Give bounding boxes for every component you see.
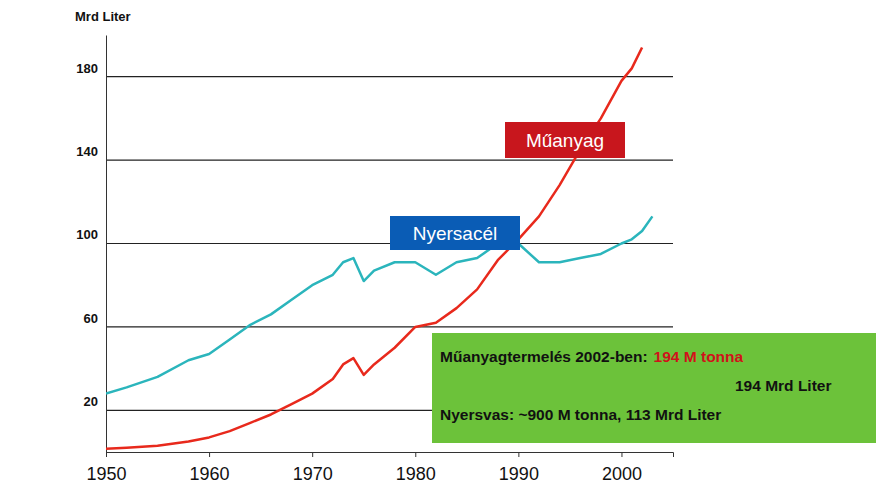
x-tick-mark — [621, 452, 622, 457]
legend-item: Műanyag — [505, 122, 625, 158]
legend-item: Nyersacél — [390, 216, 520, 250]
y-axis: 20 60 100 140 180 — [76, 36, 106, 453]
x-tick: 1960 — [190, 452, 230, 484]
annotation-text: Műanyagtermelés 2002-ben: — [440, 348, 648, 365]
x-tick-mark — [106, 452, 107, 457]
y-tick-label: 20 — [84, 394, 98, 409]
annotation-line: Nyersvas: ~900 M tonna, 113 Mrd Liter — [440, 406, 721, 423]
x-tick: 1980 — [396, 452, 436, 484]
x-tick-mark — [209, 452, 210, 457]
x-tick: 1970 — [293, 452, 333, 484]
y-axis-line — [106, 36, 107, 453]
annotation-line: Műanyagtermelés 2002-ben: 194 M tonna — [440, 348, 744, 365]
chart-container: 1950 1960 1970 1980 1990 2000 20 60 100 140 180 Mrd… — [0, 0, 876, 495]
legend-box — [505, 122, 625, 158]
x-tick: 2000 — [602, 452, 642, 484]
legend-box — [390, 216, 520, 250]
y-tick: 140 — [76, 144, 106, 161]
x-tick: 1990 — [499, 452, 539, 484]
grid-line — [106, 326, 673, 327]
grid-line — [106, 243, 673, 244]
y-tick: 60 — [84, 311, 106, 328]
x-tick-mark — [312, 452, 313, 457]
y-tick-label: 60 — [84, 311, 98, 326]
y-tick-label: 180 — [76, 61, 98, 76]
annotation-text: 194 M tonna — [654, 348, 744, 365]
grid-line — [106, 76, 673, 77]
legend-label: Nyersacél — [413, 223, 497, 244]
y-axis-title: Mrd Liter — [75, 9, 131, 24]
annotation: Műanyagtermelés 2002-ben: 194 M tonna 194 … — [432, 333, 876, 443]
y-tick: 20 — [84, 394, 106, 411]
legend-label: Műanyag — [526, 130, 604, 151]
annotation-text: 194 Mrd Liter — [735, 377, 831, 394]
x-tick-label: 1970 — [293, 464, 333, 484]
x-axis-line — [107, 453, 674, 458]
x-tick-label: 1990 — [499, 464, 539, 484]
x-axis: 1950 1960 1970 1980 1990 2000 — [86, 452, 673, 484]
x-tick: 1950 — [86, 452, 126, 484]
annotation-text: Nyersvas: ~900 M tonna, 113 Mrd Liter — [440, 406, 721, 423]
x-tick-label: 1960 — [190, 464, 230, 484]
x-tick-mark — [415, 452, 416, 457]
x-tick-label: 2000 — [602, 464, 642, 484]
y-tick-label: 100 — [76, 227, 98, 242]
grid-line — [106, 160, 673, 161]
chart-svg: 1950 1960 1970 1980 1990 2000 20 60 100 140 180 Mrd… — [0, 0, 876, 495]
y-tick: 180 — [76, 61, 106, 78]
grid — [106, 77, 673, 411]
annotation-box — [432, 333, 876, 443]
y-tick: 100 — [76, 227, 106, 244]
x-tick-mark — [518, 452, 519, 457]
x-tick-label: 1980 — [396, 464, 436, 484]
y-tick-label: 140 — [76, 144, 98, 159]
x-tick-label: 1950 — [86, 464, 126, 484]
annotation-line: 194 Mrd Liter — [735, 377, 831, 394]
